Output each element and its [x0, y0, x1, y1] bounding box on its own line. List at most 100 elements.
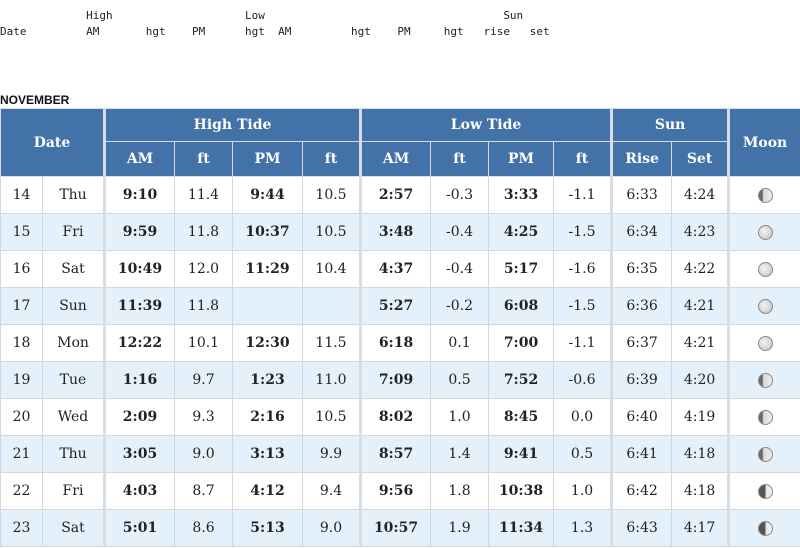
low-pm-time-cell: 7:00 — [488, 324, 555, 362]
sunrise-cell: 6:34 — [610, 213, 673, 251]
high-am-time-cell: 12:22 — [103, 324, 175, 362]
moon-full-icon — [757, 298, 773, 314]
weekday-cell: Thu — [42, 435, 105, 473]
high-am-time-cell: 4:03 — [103, 472, 175, 510]
high-am-height-cell: 11.8 — [174, 287, 233, 325]
low-pm-ft-header: ft — [553, 141, 613, 177]
moon-waning-gibbous-icon — [757, 409, 773, 425]
sunrise-cell: 6:35 — [610, 250, 673, 288]
sunset-cell: 4:21 — [671, 324, 730, 362]
high-pm-time-cell: 9:44 — [232, 176, 303, 214]
weekday-cell: Mon — [42, 324, 105, 362]
sunrise-cell: 6:43 — [610, 509, 673, 547]
weekday-cell: Sun — [42, 287, 105, 325]
moon-waning-gibbous-icon — [757, 446, 773, 462]
low-tide-header: Low Tide — [359, 108, 613, 142]
low-am-time-cell: 10:57 — [359, 509, 432, 547]
sun-set-header: Set — [671, 141, 730, 177]
high-pm-time-cell: 4:12 — [232, 472, 303, 510]
weekday-cell: Sat — [42, 250, 105, 288]
high-pm-time-cell: 3:13 — [232, 435, 303, 473]
moon-cell — [727, 213, 800, 251]
month-title: NOVEMBER — [0, 93, 70, 107]
low-pm-time-cell: 7:52 — [488, 361, 555, 399]
high-pm-ft-header: ft — [301, 141, 362, 177]
low-pm-height-cell: 0.0 — [553, 398, 613, 436]
tide-table: Date High Tide Low Tide Sun Moon AM ft P… — [0, 108, 800, 547]
high-am-time-cell: 10:49 — [103, 250, 175, 288]
sunrise-cell: 6:37 — [610, 324, 673, 362]
low-pm-height-cell: -1.1 — [553, 324, 613, 362]
table-row: 22 Fri 4:03 8.7 4:12 9.4 9:56 1.8 10:38 1.0 6:42 4:… — [0, 472, 800, 510]
table-row: 18 Mon 12:22 10.1 12:30 11.5 6:18 0.1 7:00 -1.1 6:… — [0, 324, 800, 362]
high-am-time-cell: 1:16 — [103, 361, 175, 399]
moon-cell — [727, 509, 800, 547]
high-am-height-cell: 11.8 — [174, 213, 233, 251]
day-cell: 15 — [0, 213, 43, 251]
sunset-cell: 4:19 — [671, 398, 730, 436]
day-cell: 21 — [0, 435, 43, 473]
sunrise-cell: 6:42 — [610, 472, 673, 510]
low-am-height-cell: 0.5 — [430, 361, 490, 399]
day-cell: 16 — [0, 250, 43, 288]
low-pm-height-cell: -0.6 — [553, 361, 613, 399]
weekday-cell: Fri — [42, 472, 105, 510]
low-pm-height-cell: 0.5 — [553, 435, 613, 473]
legend-line-2: Date AM hgt PM hgt AM hgt PM hgt rise se… — [0, 25, 550, 38]
day-cell: 18 — [0, 324, 43, 362]
weekday-cell: Thu — [42, 176, 105, 214]
sunrise-cell: 6:39 — [610, 361, 673, 399]
moon-cell — [727, 472, 800, 510]
date-header: Date — [0, 108, 105, 177]
sunset-cell: 4:24 — [671, 176, 730, 214]
high-am-height-cell: 11.4 — [174, 176, 233, 214]
moon-cell — [727, 176, 800, 214]
moon-cell — [727, 324, 800, 362]
low-am-time-cell: 8:02 — [359, 398, 432, 436]
table-row: 23 Sat 5:01 8.6 5:13 9.0 10:57 1.9 11:34 1.3 6:43 4… — [0, 509, 800, 547]
high-pm-height-cell — [301, 287, 362, 325]
sunset-cell: 4:21 — [671, 287, 730, 325]
low-am-time-cell: 9:56 — [359, 472, 432, 510]
high-pm-time-cell: 11:29 — [232, 250, 303, 288]
high-pm-time-cell — [232, 287, 303, 325]
low-am-time-cell: 8:57 — [359, 435, 432, 473]
sunset-cell: 4:23 — [671, 213, 730, 251]
day-cell: 22 — [0, 472, 43, 510]
low-pm-time-cell: 5:17 — [488, 250, 555, 288]
low-am-height-cell: 1.4 — [430, 435, 490, 473]
low-am-height-cell: -0.3 — [430, 176, 490, 214]
moon-waning-gibbous-icon — [757, 372, 773, 388]
low-pm-time-cell: 4:25 — [488, 213, 555, 251]
low-am-time-cell: 4:37 — [359, 250, 432, 288]
low-am-time-cell: 7:09 — [359, 361, 432, 399]
low-am-height-cell: 1.0 — [430, 398, 490, 436]
low-am-time-cell: 6:18 — [359, 324, 432, 362]
sunset-cell: 4:18 — [671, 435, 730, 473]
table-row: 20 Wed 2:09 9.3 2:16 10.5 8:02 1.0 8:45 0.0 6:40 4:… — [0, 398, 800, 436]
low-am-height-cell: 1.9 — [430, 509, 490, 547]
sunset-cell: 4:17 — [671, 509, 730, 547]
moon-header: Moon — [727, 108, 800, 177]
sunrise-cell: 6:36 — [610, 287, 673, 325]
high-pm-time-cell: 1:23 — [232, 361, 303, 399]
moon-full-icon — [757, 261, 773, 277]
moon-cell — [727, 398, 800, 436]
moon-last-quarter-icon — [757, 520, 773, 536]
day-cell: 19 — [0, 361, 43, 399]
sunrise-cell: 6:40 — [610, 398, 673, 436]
high-pm-height-cell: 9.0 — [301, 509, 362, 547]
high-pm-height-cell: 11.5 — [301, 324, 362, 362]
low-am-height-cell: -0.4 — [430, 213, 490, 251]
high-am-height-cell: 9.3 — [174, 398, 233, 436]
high-am-time-cell: 3:05 — [103, 435, 175, 473]
high-am-time-cell: 11:39 — [103, 287, 175, 325]
high-am-ft-header: ft — [174, 141, 233, 177]
high-pm-height-cell: 11.0 — [301, 361, 362, 399]
sun-rise-header: Rise — [610, 141, 673, 177]
low-pm-height-cell: -1.6 — [553, 250, 613, 288]
high-am-time-cell: 2:09 — [103, 398, 175, 436]
day-cell: 17 — [0, 287, 43, 325]
high-pm-height-cell: 10.5 — [301, 176, 362, 214]
low-am-ft-header: ft — [430, 141, 490, 177]
